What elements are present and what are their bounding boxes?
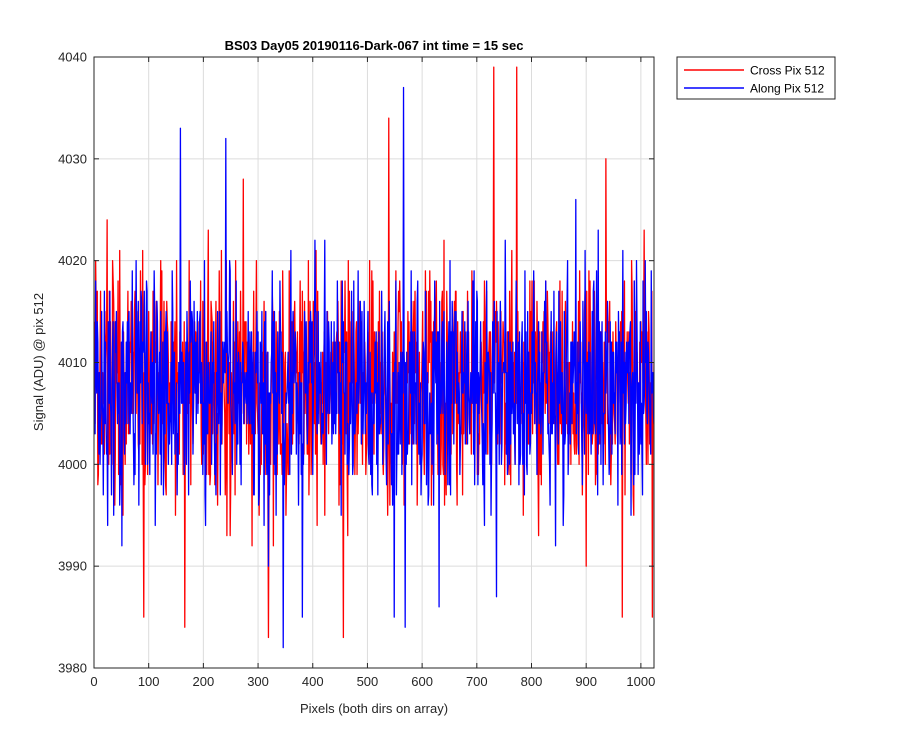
y-tick-label: 4010 — [58, 355, 87, 370]
x-axis-ticks: 0 100 200 300 400 500 600 700 800 900 1000 — [90, 57, 655, 689]
legend-label-cross: Cross Pix 512 — [750, 64, 825, 78]
y-axis-label: Signal (ADU) @ pix 512 — [31, 293, 46, 431]
x-tick-label: 600 — [411, 674, 433, 689]
series-group — [94, 66, 654, 649]
y-axis-ticks: 3980 3990 4000 4010 4020 4030 4040 — [58, 50, 654, 676]
x-tick-label: 1000 — [626, 674, 655, 689]
x-axis-label: Pixels (both dirs on array) — [300, 701, 448, 716]
x-tick-label: 0 — [90, 674, 97, 689]
x-tick-label: 500 — [357, 674, 379, 689]
legend-label-along: Along Pix 512 — [750, 82, 824, 96]
y-tick-label: 4040 — [58, 50, 87, 65]
legend: Cross Pix 512 Along Pix 512 — [676, 56, 836, 100]
series-line-along — [94, 86, 654, 649]
x-tick-label: 800 — [521, 674, 543, 689]
y-tick-label: 4000 — [58, 457, 87, 472]
x-tick-label: 700 — [466, 674, 488, 689]
y-tick-label: 4030 — [58, 151, 87, 166]
x-tick-label: 300 — [247, 674, 269, 689]
x-tick-label: 400 — [302, 674, 324, 689]
legend-box — [676, 56, 836, 100]
chart-title: BS03 Day05 20190116-Dark-067 int time = … — [225, 38, 524, 53]
y-tick-label: 3980 — [58, 661, 87, 676]
x-tick-label: 100 — [138, 674, 160, 689]
y-tick-label: 4020 — [58, 253, 87, 268]
y-tick-label: 3990 — [58, 559, 87, 574]
x-tick-label: 900 — [575, 674, 597, 689]
x-tick-label: 200 — [193, 674, 215, 689]
